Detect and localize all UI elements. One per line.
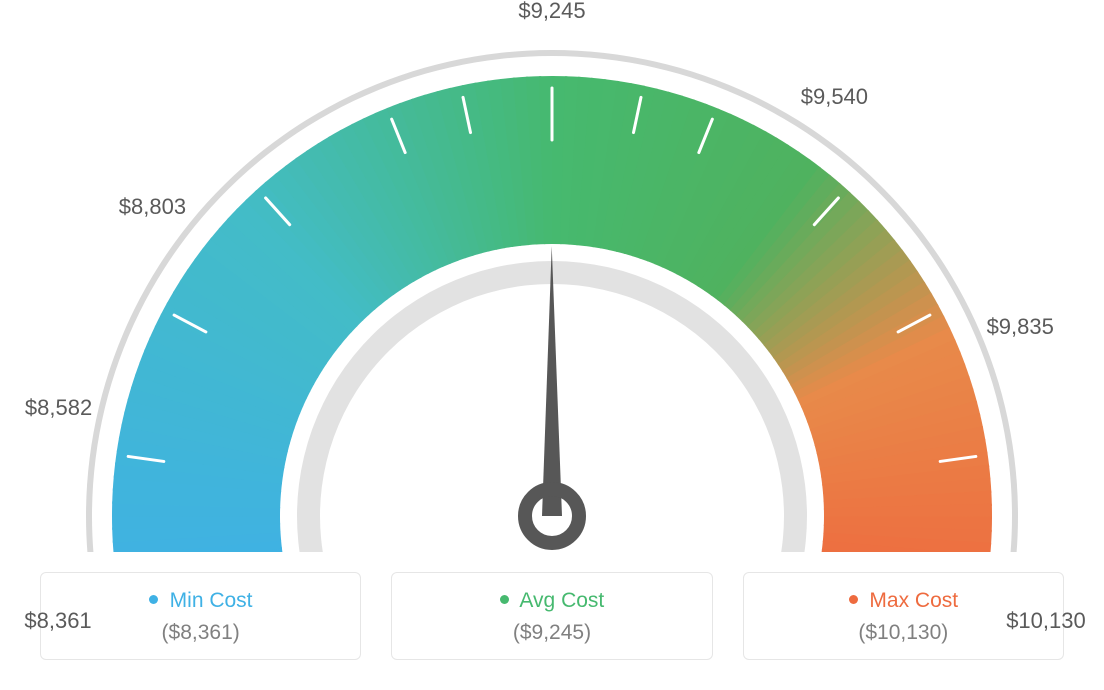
tick-label: $9,835 [987,314,1054,340]
dot-icon [149,595,158,604]
legend-title-text: Max Cost [869,589,958,612]
legend-title-text: Min Cost [170,589,253,612]
legend-title-avg: Avg Cost [402,589,701,613]
legend-card-avg: Avg Cost ($9,245) [391,572,712,660]
tick-label: $10,130 [1006,608,1086,634]
legend-title-min: Min Cost [51,589,350,613]
dot-icon [500,595,509,604]
tick-label: $8,582 [25,395,92,421]
needle [542,246,562,516]
legend-title-text: Avg Cost [519,589,604,612]
legend-row: Min Cost ($8,361) Avg Cost ($9,245) Max … [0,552,1104,660]
tick-label: $8,361 [24,608,91,634]
gauge-svg [0,0,1104,552]
dot-icon [849,595,858,604]
tick-label: $9,540 [801,84,868,110]
tick-label: $8,803 [119,194,186,220]
legend-value-min: ($8,361) [51,621,350,645]
legend-value-avg: ($9,245) [402,621,701,645]
tick-label: $9,245 [518,0,585,24]
gauge-chart: $8,361$8,582$8,803$9,245$9,540$9,835$10,… [0,0,1104,552]
